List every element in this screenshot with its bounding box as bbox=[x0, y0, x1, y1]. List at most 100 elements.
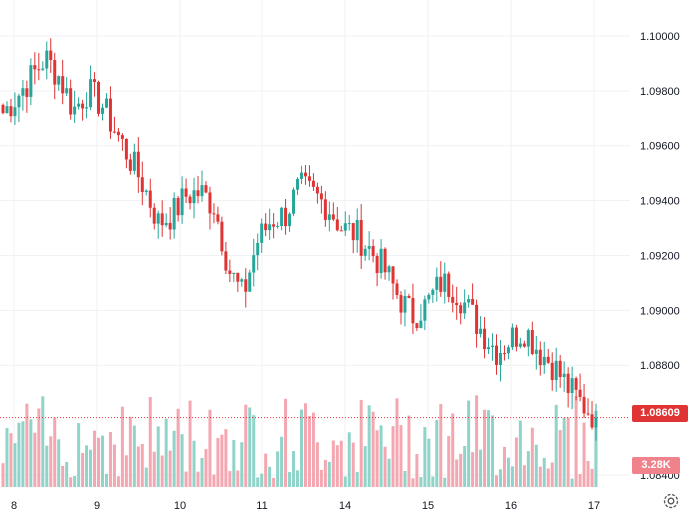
gear-icon[interactable] bbox=[662, 492, 680, 510]
candle-body bbox=[439, 276, 443, 292]
date-tick-label: 11 bbox=[256, 500, 267, 512]
volume-bar bbox=[534, 444, 538, 487]
candle-body bbox=[57, 76, 61, 85]
volume-bar bbox=[546, 468, 550, 487]
candle-body bbox=[120, 135, 124, 139]
volume-bar bbox=[208, 409, 212, 487]
volume-bar bbox=[574, 395, 578, 487]
candle-body bbox=[192, 190, 196, 204]
candle-body bbox=[510, 327, 514, 348]
volume-bar bbox=[220, 434, 224, 487]
candle-body bbox=[148, 190, 152, 208]
candle-body bbox=[53, 60, 57, 85]
volume-bar bbox=[77, 423, 81, 487]
date-tick-label: 9 bbox=[94, 500, 100, 512]
volume-bar bbox=[260, 473, 264, 487]
candle-body bbox=[443, 273, 447, 292]
volume-bar bbox=[100, 435, 104, 487]
volume-bar bbox=[562, 417, 566, 487]
candle-body bbox=[69, 88, 73, 115]
candle-body bbox=[471, 299, 475, 305]
volume-bar bbox=[514, 437, 518, 487]
volume-bar bbox=[399, 425, 403, 487]
volume-bar bbox=[41, 396, 45, 487]
time-axis[interactable]: 8 9 10 11 14 15 16 17 bbox=[11, 500, 600, 512]
candle-body bbox=[176, 197, 180, 216]
volume-bar bbox=[558, 430, 562, 487]
candle-body bbox=[498, 353, 502, 365]
volume-bar bbox=[33, 432, 37, 487]
volume-bar bbox=[152, 451, 156, 487]
volume-bar bbox=[530, 427, 534, 487]
candle-body bbox=[383, 248, 387, 273]
candle-body bbox=[228, 270, 232, 274]
volume-bar bbox=[483, 409, 487, 487]
volume-bar bbox=[419, 477, 423, 487]
candle-body bbox=[343, 223, 347, 231]
volume-bar bbox=[491, 415, 495, 487]
volume-bar bbox=[403, 471, 407, 487]
candle-body bbox=[299, 172, 303, 179]
volume-bar bbox=[383, 446, 387, 487]
candle-body bbox=[188, 196, 192, 204]
volume-bar bbox=[522, 465, 526, 487]
candle-body bbox=[323, 199, 327, 220]
volume-bar bbox=[582, 422, 586, 487]
date-tick-label: 17 bbox=[588, 500, 600, 512]
candle-body bbox=[335, 219, 339, 231]
candle-body bbox=[475, 304, 479, 334]
volume-bar bbox=[73, 476, 77, 487]
candle-body bbox=[13, 107, 17, 117]
volume-bar bbox=[116, 476, 120, 487]
candle-body bbox=[108, 98, 112, 132]
volume-bar bbox=[120, 406, 124, 487]
candle-body bbox=[387, 266, 391, 273]
candle-body bbox=[21, 88, 25, 96]
candle-body bbox=[104, 98, 108, 108]
candle-body bbox=[319, 193, 323, 200]
candle-body bbox=[363, 248, 367, 256]
volume-bar bbox=[236, 470, 240, 487]
volume-bar bbox=[37, 408, 41, 487]
volume-bar bbox=[292, 451, 296, 487]
candle-body bbox=[264, 223, 268, 231]
volume-bar bbox=[21, 421, 25, 487]
candle-body bbox=[415, 323, 419, 329]
candle-body bbox=[156, 213, 160, 224]
candle-body bbox=[467, 299, 471, 303]
candle-body bbox=[1, 104, 5, 114]
volume-bar bbox=[140, 443, 144, 487]
volume-bar bbox=[212, 474, 216, 487]
date-tick-label: 15 bbox=[422, 500, 434, 512]
candle-body bbox=[574, 378, 578, 390]
candle-body bbox=[303, 172, 307, 177]
volume-bar bbox=[502, 446, 506, 487]
price-tick-label: 1.09400 bbox=[640, 196, 680, 208]
volume-bar bbox=[156, 426, 160, 487]
candle-body bbox=[546, 356, 550, 363]
volume-bar bbox=[252, 415, 256, 487]
volume-bar bbox=[57, 439, 61, 487]
candle-body bbox=[144, 190, 148, 192]
volume-bar bbox=[25, 403, 29, 487]
volume-bar bbox=[463, 446, 467, 487]
candle-body bbox=[566, 373, 570, 393]
candle-body bbox=[479, 328, 483, 334]
volume-bar bbox=[136, 446, 140, 487]
candle-body bbox=[288, 213, 292, 227]
candle-body bbox=[85, 107, 89, 109]
volume-bar bbox=[395, 398, 399, 487]
candle-body bbox=[244, 279, 248, 292]
volume-bar bbox=[164, 418, 168, 487]
candle-body bbox=[379, 248, 383, 274]
candle-body bbox=[49, 50, 53, 61]
volume-bar bbox=[264, 453, 268, 487]
candle-body bbox=[61, 76, 65, 94]
volume-bar bbox=[244, 404, 248, 487]
candle-body bbox=[518, 343, 522, 347]
volume-bar bbox=[459, 453, 463, 487]
volume-bar bbox=[148, 396, 152, 487]
candle-body bbox=[451, 296, 455, 303]
volume-bar bbox=[288, 472, 292, 487]
